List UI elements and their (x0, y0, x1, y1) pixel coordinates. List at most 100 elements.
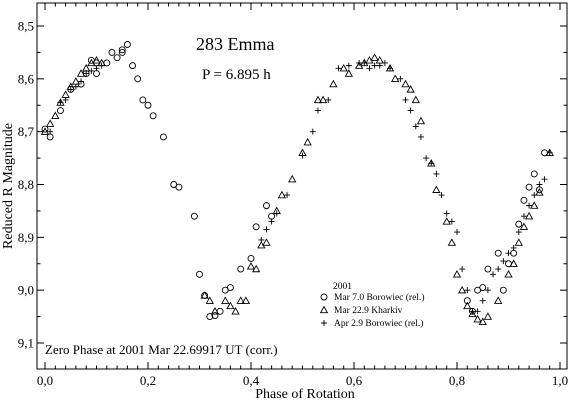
circle-data-point (484, 265, 492, 273)
triangle-data-point (509, 259, 518, 267)
y-tick-label: 8,9 (18, 230, 34, 245)
plus-data-point (443, 210, 450, 217)
circle-data-point (252, 223, 260, 231)
triangle-data-point (519, 222, 529, 230)
plus-data-point (98, 62, 105, 69)
circle-data-point (510, 249, 518, 257)
circle-data-point (525, 183, 533, 191)
triangle-data-point (452, 269, 462, 278)
plus-data-point (78, 78, 85, 85)
triangle-data-point (432, 185, 441, 193)
triangle-data-point (210, 306, 220, 315)
plus-data-point (366, 65, 373, 72)
triangle-data-point (76, 69, 86, 77)
circle-data-point (149, 112, 157, 120)
legend-label: Apr 2.9 Borowiec (rel.) (334, 318, 423, 329)
triangle-data-point (205, 296, 214, 304)
plus-data-point (381, 59, 388, 66)
plus-data-point (397, 75, 404, 82)
plus-data-point (428, 160, 435, 167)
plus-data-point (57, 99, 64, 106)
circle-data-point (247, 255, 255, 262)
triangle-data-point (241, 296, 251, 304)
circle-data-point (268, 212, 276, 220)
y-tick-label: 9,0 (18, 283, 34, 298)
plus-data-point (423, 155, 430, 162)
circle-data-point (190, 212, 198, 220)
triangle-data-point (411, 95, 420, 104)
triangle-data-point (221, 296, 230, 304)
triangle-data-point (92, 56, 101, 64)
circle-data-point (159, 133, 167, 141)
triangle-data-point (344, 69, 354, 77)
circle-data-point (263, 202, 270, 210)
plus-data-point (62, 96, 69, 103)
y-axis-title: Reduced R Magnitude (1, 123, 16, 249)
y-tick-label: 8,8 (18, 177, 34, 192)
period-label: P = 6.895 h (202, 67, 271, 83)
plus-data-point (273, 210, 280, 217)
triangle-data-point (504, 269, 513, 278)
triangle-data-point (416, 116, 426, 125)
circle-data-point (41, 125, 49, 133)
legend-items: Mar 7.0 Borowiec (rel.) Mar 22.9 Kharkiv A… (319, 292, 424, 329)
circle-data-point (499, 286, 507, 294)
plus-data-point (495, 266, 502, 273)
triangle-data-point (288, 174, 297, 183)
plus-data-point (438, 192, 445, 199)
circle-data-point (211, 312, 219, 319)
plus-data-point (93, 65, 100, 72)
plus-data-point (387, 65, 394, 72)
chart-title: 283 Emma (196, 34, 275, 54)
triangle-data-point (468, 309, 477, 318)
plus-data-point (448, 218, 455, 225)
circle-data-point (144, 101, 152, 109)
plus-data-point (67, 86, 74, 93)
circle-data-point (226, 284, 234, 291)
plus-data-point (500, 258, 507, 265)
x-tick-label: 0,6 (346, 373, 363, 388)
plus-data-point (376, 62, 383, 69)
plus-data-point (510, 244, 517, 251)
triangle-data-point (40, 127, 50, 135)
plus-data-point (526, 202, 533, 209)
triangle-data-point (236, 296, 245, 304)
plus-data-point (433, 170, 440, 177)
plus-data-point (520, 213, 527, 220)
x-tick-label: 0,2 (140, 373, 156, 388)
plus-data-point (505, 250, 512, 257)
plus-data-point (515, 229, 522, 236)
plus-data-point (72, 83, 79, 90)
plus-data-point (546, 149, 553, 156)
circle-data-point (206, 313, 214, 321)
legend-triangle-icon (319, 305, 329, 314)
legend-label: Mar 7.0 Borowiec (rel.) (334, 292, 424, 303)
x-tick-label: 0,4 (243, 373, 260, 388)
triangle-data-point (478, 317, 487, 326)
x-axis-title: Phase of Rotation (255, 387, 355, 402)
circle-data-point (463, 297, 471, 305)
plus-data-point (536, 181, 543, 188)
data-markers (40, 41, 554, 326)
plus-data-point (268, 218, 275, 225)
circle-data-point (123, 41, 131, 48)
plus-data-point (263, 226, 270, 233)
plus-data-point (361, 59, 368, 66)
x-tick-label: 1,0 (552, 373, 568, 388)
plus-data-point (335, 65, 342, 72)
y-tick-label: 8,6 (18, 71, 35, 86)
legend-title: 2001 (333, 282, 352, 292)
legend-label: Mar 22.9 Kharkiv (334, 306, 403, 316)
circle-data-point (196, 270, 203, 278)
triangle-data-point (339, 63, 348, 72)
triangle-data-point (277, 190, 287, 199)
plus-data-point (484, 287, 491, 294)
plus-data-point (371, 62, 378, 69)
plus-data-point (356, 59, 363, 66)
y-tick-label: 9,1 (18, 336, 34, 351)
triangle-data-point (535, 188, 544, 196)
plus-data-point (284, 192, 291, 199)
triangle-data-point (463, 301, 472, 310)
x-tick-labels: 0,0 0,2 0,4 0,6 0,8 1,0 (37, 373, 568, 388)
